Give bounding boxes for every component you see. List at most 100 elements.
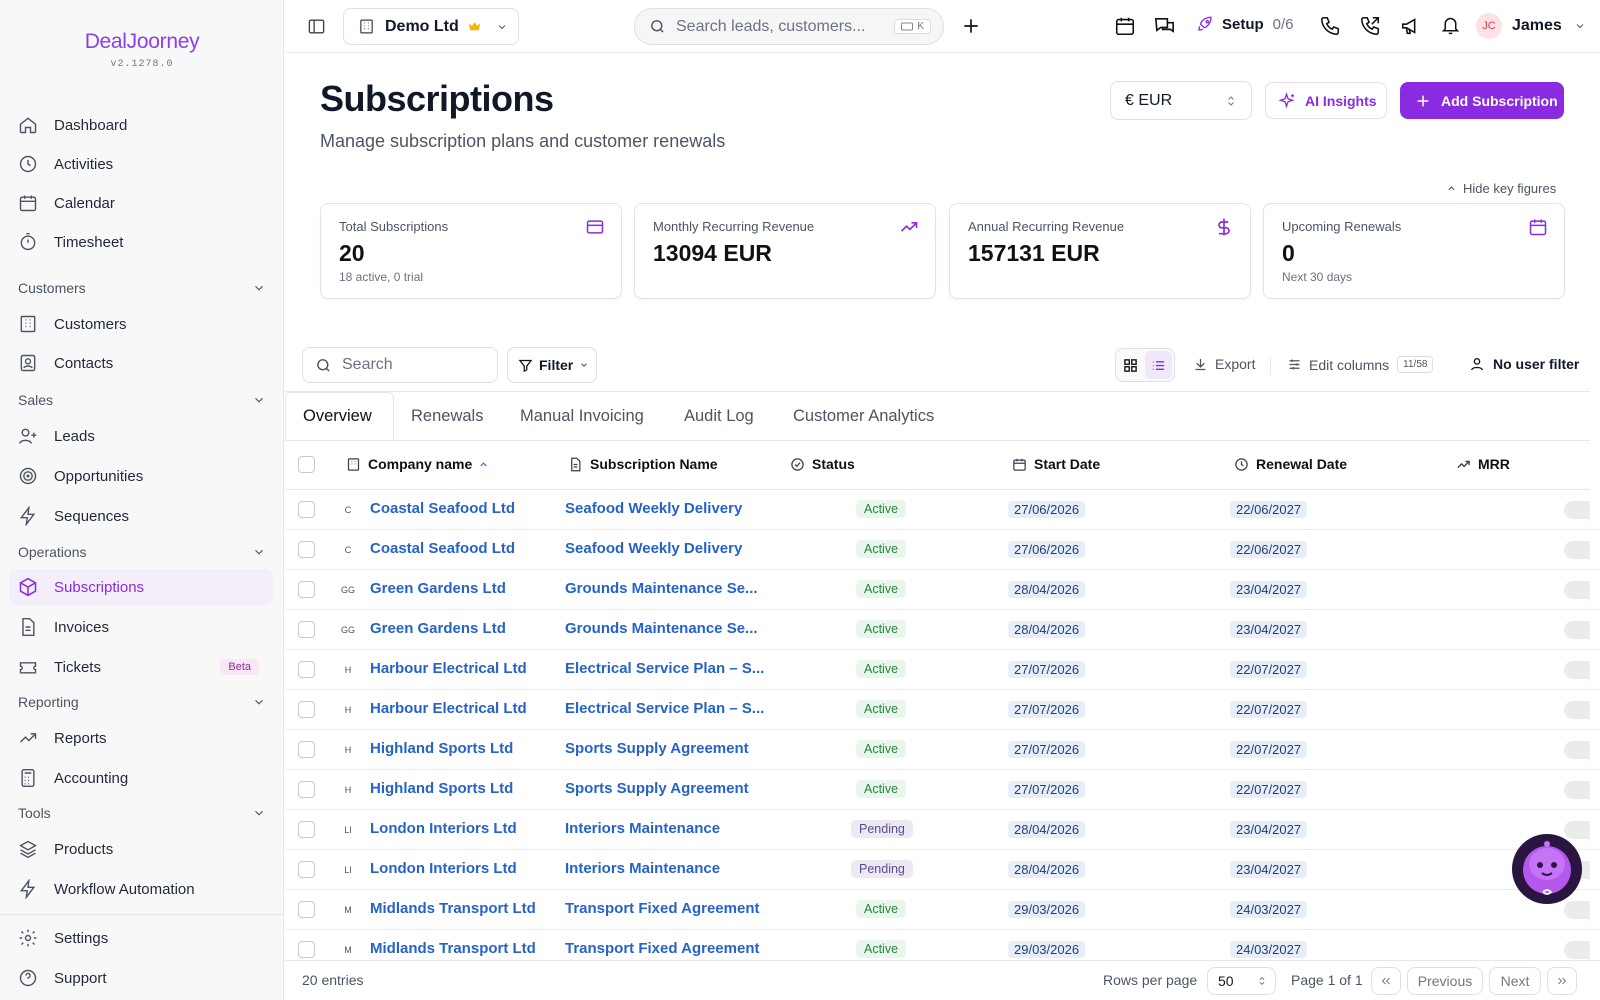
table-search-input[interactable]: Search — [302, 347, 498, 383]
company-link[interactable]: Harbour Electrical Ltd — [370, 700, 527, 717]
currency-select[interactable]: € EUR — [1110, 81, 1252, 120]
table-row[interactable]: H Harbour Electrical Ltd Electrical Servic… — [285, 650, 1600, 690]
section-tools[interactable]: Tools — [18, 805, 266, 821]
row-checkbox[interactable] — [298, 541, 315, 558]
company-link[interactable]: Midlands Transport Ltd — [370, 900, 536, 917]
phone-forward-icon[interactable] — [1359, 15, 1381, 37]
subscription-link[interactable]: Electrical Service Plan – S... — [565, 700, 765, 717]
row-checkbox[interactable] — [298, 741, 315, 758]
subscription-link[interactable]: Sports Supply Agreement — [565, 740, 749, 757]
user-menu[interactable]: JC James — [1476, 13, 1586, 39]
sidebar-item-opportunities[interactable]: Opportunities — [9, 458, 273, 494]
row-toggle[interactable] — [1564, 941, 1590, 959]
company-link[interactable]: Harbour Electrical Ltd — [370, 660, 527, 677]
calendar-icon[interactable] — [1114, 15, 1136, 37]
section-operations[interactable]: Operations — [18, 544, 266, 560]
tab-customer-analytics[interactable]: Customer Analytics — [793, 407, 935, 425]
user-filter-button[interactable]: No user filter — [1469, 356, 1579, 372]
row-toggle[interactable] — [1564, 821, 1590, 839]
subscription-link[interactable]: Grounds Maintenance Se... — [565, 580, 758, 597]
sidebar-item-sequences[interactable]: Sequences — [9, 498, 273, 534]
table-row[interactable]: GG Green Gardens Ltd Grounds Maintenance S… — [285, 570, 1600, 610]
row-toggle[interactable] — [1564, 901, 1590, 919]
chat-icon[interactable] — [1153, 15, 1176, 38]
subscription-link[interactable]: Seafood Weekly Delivery — [565, 500, 743, 517]
sidebar-item-settings[interactable]: Settings — [9, 920, 273, 956]
sidebar-item-subscriptions[interactable]: Subscriptions — [9, 569, 273, 605]
last-page-button[interactable] — [1547, 967, 1577, 995]
company-link[interactable]: Green Gardens Ltd — [370, 580, 506, 597]
tab-manual-invoicing[interactable]: Manual Invoicing — [520, 407, 644, 425]
sidebar-item-workflow-automation[interactable]: Workflow Automation — [9, 871, 273, 907]
section-reporting[interactable]: Reporting — [18, 694, 266, 710]
sidebar-item-calendar[interactable]: Calendar — [9, 185, 273, 221]
company-link[interactable]: Highland Sports Ltd — [370, 740, 514, 757]
subscription-link[interactable]: Electrical Service Plan – S... — [565, 660, 765, 677]
row-checkbox[interactable] — [298, 781, 315, 798]
list-view-button[interactable] — [1145, 351, 1172, 379]
first-page-button[interactable] — [1371, 967, 1401, 995]
sidebar-item-customers[interactable]: Customers — [9, 306, 273, 342]
row-toggle[interactable] — [1564, 701, 1590, 719]
table-row[interactable]: GG Green Gardens Ltd Grounds Maintenance S… — [285, 610, 1600, 650]
add-subscription-button[interactable]: Add Subscription — [1400, 82, 1564, 119]
previous-page-button[interactable]: Previous — [1407, 967, 1483, 995]
column-subscription-name[interactable]: Subscription Name — [568, 456, 718, 472]
megaphone-icon[interactable] — [1400, 15, 1422, 37]
row-checkbox[interactable] — [298, 821, 315, 838]
sidebar-item-activities[interactable]: Activities — [9, 146, 273, 182]
row-checkbox[interactable] — [298, 621, 315, 638]
company-link[interactable]: London Interiors Ltd — [370, 860, 517, 877]
filter-button[interactable]: Filter — [507, 347, 597, 383]
row-checkbox[interactable] — [298, 941, 315, 958]
next-page-button[interactable]: Next — [1489, 967, 1541, 995]
tab-audit-log[interactable]: Audit Log — [684, 407, 754, 425]
sidebar-item-tickets[interactable]: Tickets Beta — [9, 649, 273, 685]
row-checkbox[interactable] — [298, 901, 315, 918]
table-row[interactable]: H Highland Sports Ltd Sports Supply Agreem… — [285, 730, 1600, 770]
column-company[interactable]: Company name — [346, 456, 489, 472]
section-sales[interactable]: Sales — [18, 392, 266, 408]
company-link[interactable]: Green Gardens Ltd — [370, 620, 506, 637]
table-row[interactable]: H Harbour Electrical Ltd Electrical Servic… — [285, 690, 1600, 730]
sidebar-item-invoices[interactable]: Invoices — [9, 609, 273, 645]
sidebar-toggle-icon[interactable] — [307, 17, 326, 36]
company-link[interactable]: Coastal Seafood Ltd — [370, 500, 516, 517]
subscription-link[interactable]: Sports Supply Agreement — [565, 780, 749, 797]
sidebar-item-leads[interactable]: Leads — [9, 418, 273, 454]
table-row[interactable]: H Highland Sports Ltd Sports Supply Agreem… — [285, 770, 1600, 810]
company-link[interactable]: Midlands Transport Ltd — [370, 940, 536, 957]
section-customers[interactable]: Customers — [18, 280, 266, 296]
table-row[interactable]: LI London Interiors Ltd Interiors Maintena… — [285, 850, 1600, 890]
tab-overview[interactable]: Overview — [303, 407, 372, 425]
global-search[interactable]: Search leads, customers... K — [634, 8, 944, 45]
setup-progress[interactable]: Setup 0/6 — [1196, 15, 1294, 33]
row-checkbox[interactable] — [298, 701, 315, 718]
subscription-link[interactable]: Interiors Maintenance — [565, 820, 721, 837]
subscription-link[interactable]: Transport Fixed Agreement — [565, 900, 760, 917]
row-checkbox[interactable] — [298, 501, 315, 518]
company-link[interactable]: Coastal Seafood Ltd — [370, 540, 516, 557]
sidebar-item-support[interactable]: Support — [9, 960, 273, 996]
table-row[interactable]: C Coastal Seafood Ltd Seafood Weekly Deliv… — [285, 490, 1600, 530]
column-start-date[interactable]: Start Date — [1012, 456, 1100, 472]
select-all-checkbox[interactable] — [298, 456, 315, 473]
row-checkbox[interactable] — [298, 581, 315, 598]
column-mrr[interactable]: MRR — [1456, 456, 1510, 472]
bell-icon[interactable] — [1440, 15, 1461, 36]
row-toggle[interactable] — [1564, 621, 1590, 639]
sidebar-item-products[interactable]: Products — [9, 831, 273, 867]
company-link[interactable]: Highland Sports Ltd — [370, 780, 514, 797]
column-renewal-date[interactable]: Renewal Date — [1234, 456, 1347, 472]
sidebar-item-reports[interactable]: Reports — [9, 720, 273, 756]
column-status[interactable]: Status — [790, 456, 855, 472]
table-row[interactable]: M Midlands Transport Ltd Transport Fixed A… — [285, 890, 1600, 930]
subscription-link[interactable]: Seafood Weekly Delivery — [565, 540, 743, 557]
row-toggle[interactable] — [1564, 581, 1590, 599]
ai-insights-button[interactable]: AI Insights — [1265, 82, 1387, 119]
company-switcher[interactable]: Demo Ltd — [343, 8, 519, 45]
app-logo[interactable]: DealJoorney — [84, 30, 200, 53]
plus-icon[interactable] — [961, 16, 981, 36]
row-toggle[interactable] — [1564, 541, 1590, 559]
hide-key-figures[interactable]: Hide key figures — [1446, 181, 1556, 196]
